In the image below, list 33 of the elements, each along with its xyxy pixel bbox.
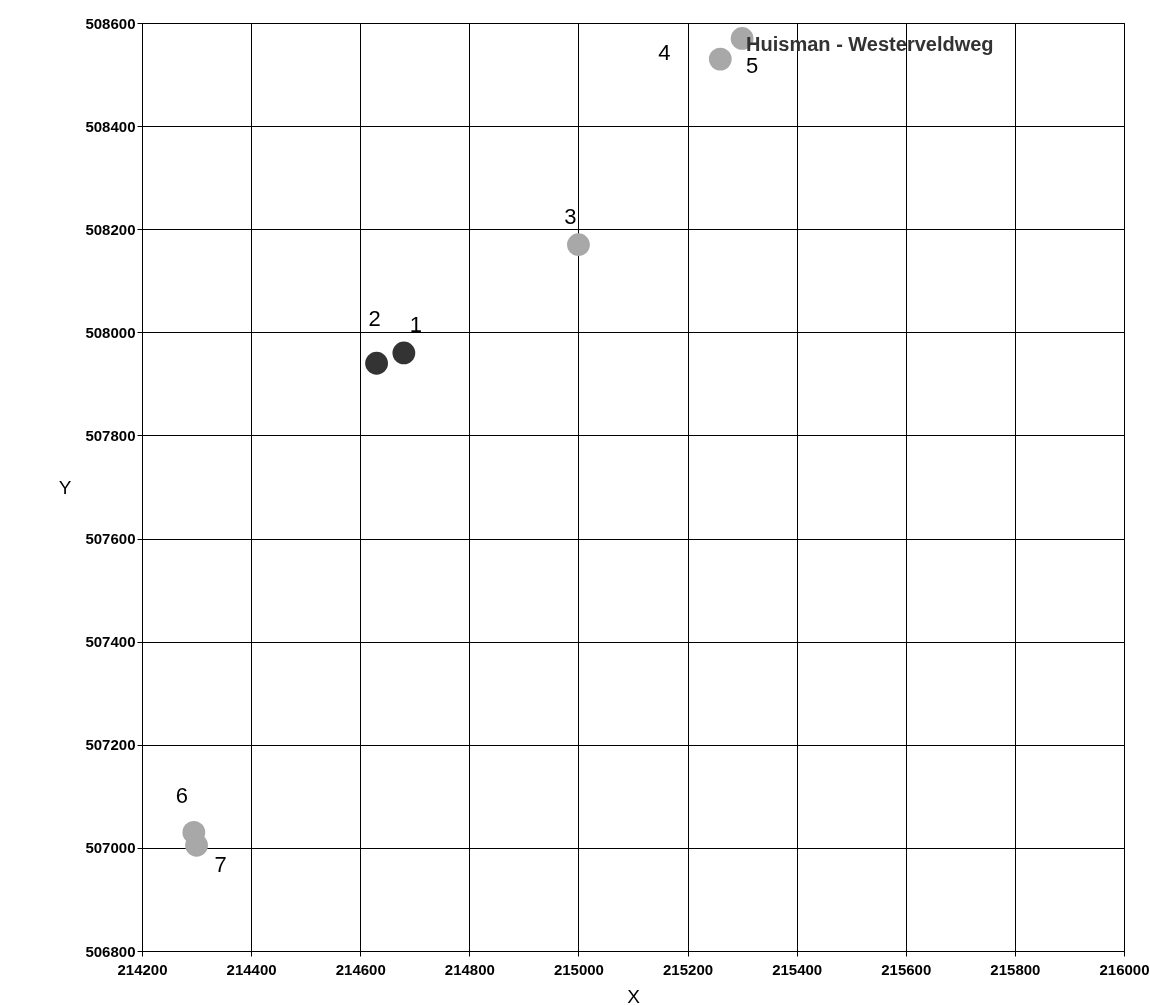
x-tick-label: 214200 [117, 960, 168, 978]
y-tick-label: 508400 [85, 117, 136, 135]
point [567, 233, 590, 257]
point [708, 47, 732, 71]
annotation: 1 [409, 311, 422, 337]
annotation: 2 [368, 306, 381, 332]
y-tick-label: 508600 [85, 14, 136, 32]
annotation: 5 [745, 53, 759, 79]
y-tick-label: 507400 [85, 633, 136, 651]
annotation: 4 [658, 40, 671, 66]
x-tick-label: 215200 [663, 960, 714, 978]
x-tick-label: 215400 [772, 960, 823, 978]
y-tick-label: 507800 [85, 426, 136, 444]
x-tick-label: 214800 [444, 960, 495, 978]
y-tick-label: 507600 [85, 530, 136, 548]
annotation: 7 [214, 852, 227, 878]
x-tick-label: 214400 [226, 960, 277, 978]
y-tick-label: 508000 [85, 323, 136, 341]
x-tick-label: 216000 [1099, 960, 1150, 978]
x-tick-label: 215000 [553, 960, 604, 978]
x-tick-label: 215600 [881, 960, 932, 978]
x-tick-label: 215800 [990, 960, 1041, 978]
y-tick-label: 506800 [85, 942, 136, 960]
annotation: 3 [564, 203, 577, 229]
point [365, 351, 388, 375]
x-axis-title: X [627, 985, 641, 1005]
y-tick-label: 508200 [85, 220, 136, 238]
annotation: 6 [175, 783, 188, 809]
y-tick-label: 507200 [85, 736, 136, 754]
x-tick-label: 214600 [335, 960, 386, 978]
y-axis-title: Y [58, 476, 72, 498]
point [392, 341, 416, 365]
y-tick-label: 507000 [85, 839, 136, 857]
